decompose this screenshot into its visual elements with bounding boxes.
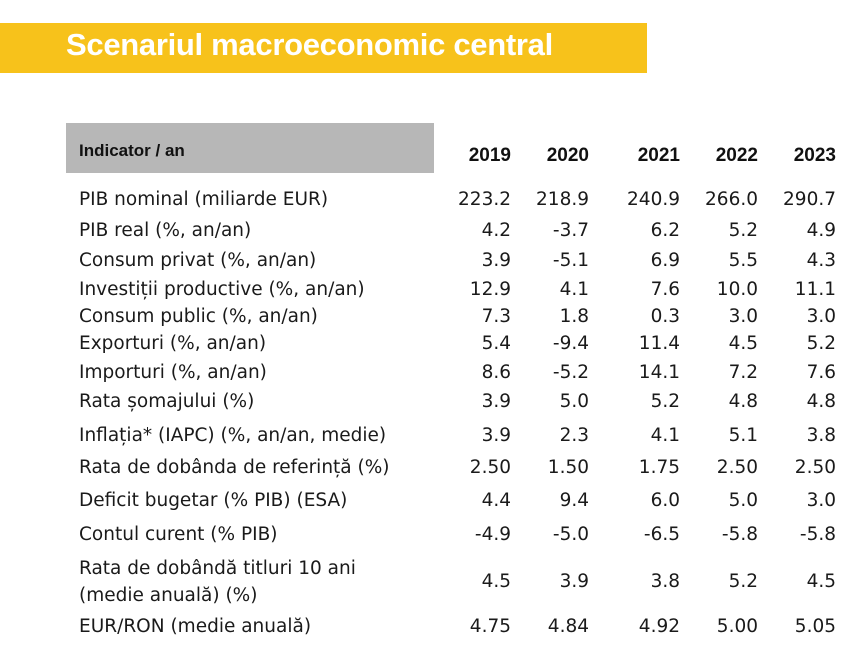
table-cell: 3.8 (650, 571, 680, 592)
table-cell: 4.1 (559, 279, 589, 300)
table-cell: 7.6 (806, 362, 836, 383)
table-cell: 9.4 (559, 490, 589, 511)
title-banner: Scenariul macroeconomic central (0, 23, 647, 73)
table-cell: 4.5 (806, 571, 836, 592)
table-cell: 4.84 (547, 616, 589, 637)
table-cell: 5.4 (481, 333, 511, 354)
header-label: Indicator / an (79, 141, 185, 160)
table-cell: 5.5 (728, 250, 758, 271)
table-cell: 0.3 (650, 306, 680, 327)
table-cell: 4.9 (806, 220, 836, 241)
table-cell: 4.8 (728, 391, 758, 412)
table-cell: 2.50 (794, 457, 836, 478)
table-cell: 4.92 (638, 616, 680, 637)
row-label: Rata șomajului (%) (79, 391, 255, 412)
table-cell: 223.2 (458, 189, 511, 210)
table-cell: 3.8 (806, 425, 836, 446)
table-cell: 4.3 (806, 250, 836, 271)
page-title: Scenariul macroeconomic central (66, 27, 553, 62)
row-label: Deficit bugetar (% PIB) (ESA) (79, 490, 348, 511)
table-cell: 10.0 (716, 279, 758, 300)
row-label: PIB real (%, an/an) (79, 220, 252, 241)
table-cell: -5.8 (721, 524, 758, 545)
table-cell: 4.4 (481, 490, 511, 511)
table-cell: 4.1 (650, 425, 680, 446)
table-cell: -9.4 (552, 333, 589, 354)
year-header: 2021 (637, 145, 680, 166)
table-cell: 3.0 (728, 306, 758, 327)
table-cell: 6.2 (650, 220, 680, 241)
row-label: Exporturi (%, an/an) (79, 333, 267, 354)
table-cell: 2.50 (716, 457, 758, 478)
table-cell: -3.7 (552, 220, 589, 241)
header-label-cell: Indicator / an (66, 123, 434, 173)
table-cell: -4.9 (474, 524, 511, 545)
table-cell: 14.1 (638, 362, 680, 383)
table-cell: 5.2 (728, 571, 758, 592)
table-cell: 3.0 (806, 306, 836, 327)
table-cell: 11.4 (638, 333, 680, 354)
table-cell: 6.0 (650, 490, 680, 511)
table-header: Indicator / an 2019 2020 2021 2022 2023 (66, 123, 852, 173)
table-cell: -5.1 (552, 250, 589, 271)
table-cell: 266.0 (705, 189, 758, 210)
table-cell: 2.50 (469, 457, 511, 478)
table-cell: 5.2 (806, 333, 836, 354)
table-cell: -5.2 (552, 362, 589, 383)
table-cell: 3.9 (481, 425, 511, 446)
table-cell: 290.7 (783, 189, 836, 210)
table-cell: 1.50 (547, 457, 589, 478)
row-label: Rata de dobânda de referință (%) (79, 457, 390, 478)
table-cell: 5.0 (559, 391, 589, 412)
table-cell: 4.5 (728, 333, 758, 354)
row-label: Contul curent (% PIB) (79, 524, 278, 545)
table-cell: -6.5 (643, 524, 680, 545)
table-cell: 2.3 (559, 425, 589, 446)
row-label: Rata de dobândă titluri 10 ani (medie an… (79, 558, 356, 606)
table-cell: 4.8 (806, 391, 836, 412)
table-cell: 3.0 (806, 490, 836, 511)
table-row: Rata de dobândă titluri 10 ani (medie an… (66, 555, 852, 611)
table-cell: 7.2 (728, 362, 758, 383)
table-cell: 240.9 (627, 189, 680, 210)
table-cell: 5.2 (650, 391, 680, 412)
table-cell: 6.9 (650, 250, 680, 271)
year-header: 2020 (546, 145, 589, 166)
row-label: Consum public (%, an/an) (79, 306, 318, 327)
table-cell: 5.0 (728, 490, 758, 511)
table-cell: -5.8 (799, 524, 836, 545)
table-cell: 11.1 (794, 279, 836, 300)
table-cell: 4.75 (469, 616, 511, 637)
row-label: EUR/RON (medie anuală) (79, 616, 312, 637)
table-cell: 4.5 (481, 571, 511, 592)
table-cell: 218.9 (536, 189, 589, 210)
table-cell: 1.8 (559, 306, 589, 327)
year-header: 2022 (715, 145, 758, 166)
table-cell: 5.2 (728, 220, 758, 241)
row-label: PIB nominal (miliarde EUR) (79, 189, 329, 210)
macro-table: Indicator / an 2019 2020 2021 2022 2023 … (66, 123, 852, 637)
table-cell: 3.9 (559, 571, 589, 592)
table-cell: 3.9 (481, 391, 511, 412)
row-label: Consum privat (%, an/an) (79, 250, 317, 271)
table-cell: 3.9 (481, 250, 511, 271)
table-cell: 7.6 (650, 279, 680, 300)
table-cell: 5.1 (728, 425, 758, 446)
row-label: Investiții productive (%, an/an) (79, 279, 365, 300)
table-cell: 1.75 (638, 457, 680, 478)
table-cell: 5.05 (794, 616, 836, 637)
row-label: Inflația* (IAPC) (%, an/an, medie) (79, 425, 387, 446)
table-cell: 5.00 (716, 616, 758, 637)
table-cell: -5.0 (552, 524, 589, 545)
table-cell: 8.6 (481, 362, 511, 383)
table-cell: 4.2 (481, 220, 511, 241)
row-label: Importuri (%, an/an) (79, 362, 267, 383)
year-header: 2019 (468, 145, 511, 166)
table-cell: 12.9 (469, 279, 511, 300)
year-header: 2023 (793, 145, 836, 166)
table-cell: 7.3 (481, 306, 511, 327)
